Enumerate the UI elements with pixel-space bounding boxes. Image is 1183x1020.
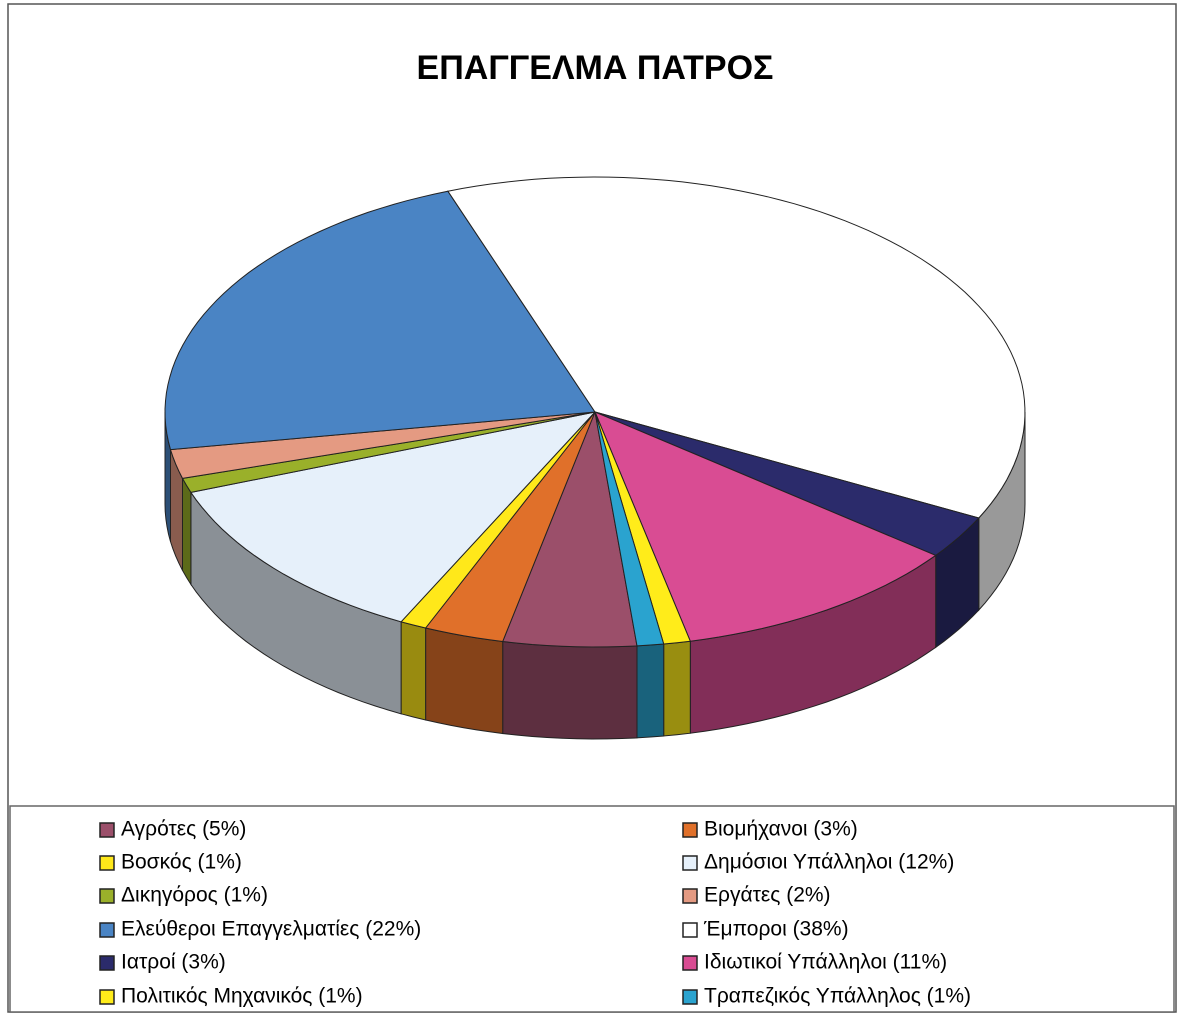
legend-swatch	[682, 989, 698, 1005]
slice	[594, 411, 980, 556]
legend-swatch	[99, 955, 115, 971]
legend-swatch	[682, 888, 698, 904]
slice	[447, 176, 1026, 519]
slice-side	[400, 621, 427, 721]
legend-label: Δικηγόρος (1%)	[121, 884, 268, 907]
legend-label: Ελεύθεροι Επαγγελματίες (22%)	[121, 918, 421, 941]
legend-swatch	[99, 822, 115, 838]
legend-label: Τραπεζικός Υπάλληλος (1%)	[704, 985, 971, 1008]
slice	[190, 411, 597, 623]
slice-side	[502, 640, 638, 740]
legend-swatch	[682, 822, 698, 838]
legend-label: Ιατροί (3%)	[121, 951, 226, 974]
slice-side	[663, 640, 691, 737]
slice-side	[425, 627, 504, 735]
pie	[164, 176, 1026, 740]
legend-label: Αγρότες (5%)	[121, 818, 246, 841]
legend-swatch	[682, 855, 698, 871]
legend-frame	[9, 805, 1175, 1013]
legend-swatch	[99, 888, 115, 904]
slice	[594, 411, 937, 642]
legend-label: Εργάτες (2%)	[704, 884, 831, 907]
slice-side	[636, 643, 665, 739]
legend-label: Ιδιωτικοί Υπάλληλοι (11%)	[704, 951, 947, 974]
legend-swatch	[682, 955, 698, 971]
slice	[594, 411, 665, 647]
chart-title: ΕΠΑΓΓΕΛΜΑ ΠΑΤΡΟΣ	[417, 49, 774, 87]
slice-side	[182, 476, 192, 587]
legend-swatch	[99, 922, 115, 938]
slice	[501, 410, 638, 648]
slice	[424, 411, 596, 643]
legend-swatch	[99, 989, 115, 1005]
legend: Αγρότες (5%) Βιομήχανοι (3%) Βοσκός (1%) Δη…	[99, 818, 971, 1008]
legend-label: Βιομήχανοι (3%)	[704, 818, 858, 841]
legend-label: Πολιτικός Μηχανικός (1%)	[121, 985, 363, 1008]
legend-swatch	[682, 922, 698, 938]
slice	[164, 190, 596, 451]
legend-swatch	[99, 855, 115, 871]
legend-label: Βοσκός (1%)	[121, 851, 242, 874]
legend-label: Δημόσιοι Υπάλληλοι (12%)	[704, 851, 954, 874]
legend-label: Έμποροι (38%)	[703, 918, 849, 941]
